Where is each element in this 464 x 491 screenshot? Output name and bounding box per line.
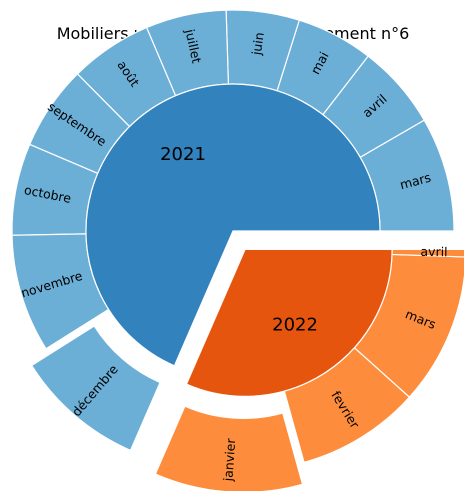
month-wedge-2021-décembre — [30, 325, 161, 452]
month-wedge-2022-janvier — [154, 405, 304, 491]
year-label-2021: 2021 — [160, 144, 206, 165]
month-label-2021-juin: juin — [249, 31, 267, 57]
month-label-2022-avril: avril — [420, 244, 447, 259]
month-label-2022-janvier: janvier — [220, 437, 238, 483]
inner-ring — [85, 83, 393, 397]
outer-ring — [11, 9, 464, 491]
month-label-2021-juillet: juillet — [182, 27, 204, 65]
year-wedge-2022 — [185, 248, 393, 397]
year-label-2022: 2022 — [272, 315, 318, 336]
year-wedge-2021 — [85, 83, 381, 367]
